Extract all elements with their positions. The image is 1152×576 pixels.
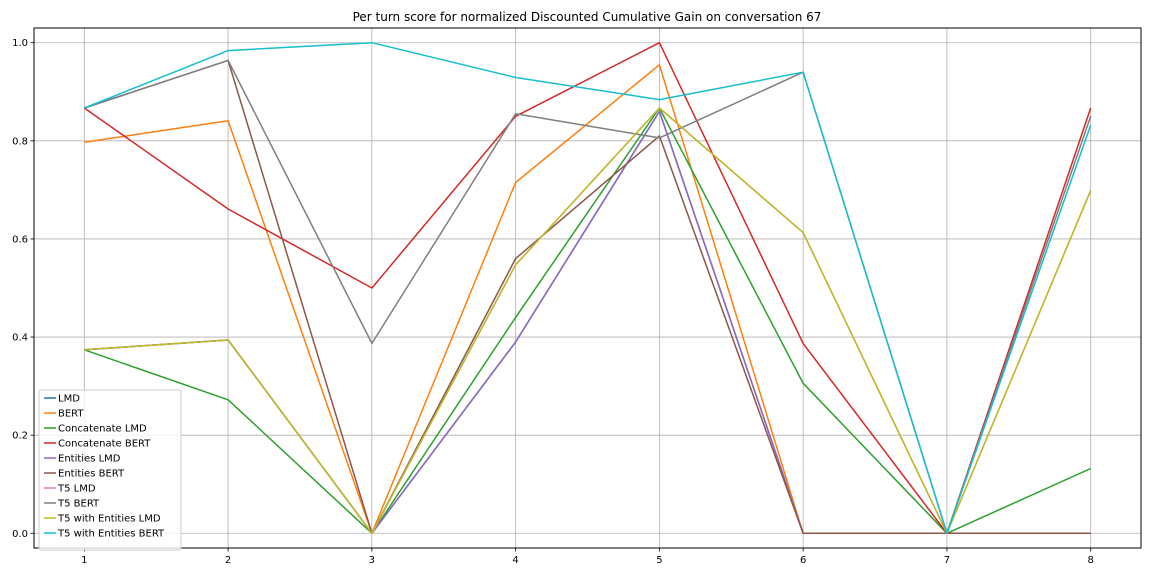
x-tick-label: 5	[656, 555, 662, 566]
y-tick-label: 0.4	[12, 333, 28, 344]
series-line-t5-lmd	[84, 107, 1092, 535]
series-line-lmd	[84, 110, 1091, 535]
series-line-bert	[84, 64, 1091, 535]
y-tick-label: 0.2	[12, 431, 28, 442]
series-line-t5-with-entities-lmd	[84, 107, 1092, 535]
legend-box	[38, 389, 182, 551]
y-tick-label: 0.6	[12, 234, 28, 245]
series-line-t5-with-entities-bert	[84, 41, 1092, 535]
legend-entry-bert: BERT	[58, 409, 84, 420]
legend-entry-t5-with-entities-bert: T5 with Entities BERT	[57, 529, 165, 540]
legend: LMD BERT Concatenate LMD Concatenate BERT En…	[38, 389, 182, 551]
series-line-concatenate-lmd	[84, 107, 1092, 535]
x-tick-label: 2	[225, 555, 231, 566]
series-line-concatenate-bert	[83, 41, 1092, 535]
x-tick-label: 1	[81, 555, 87, 566]
y-tick-label: 1.0	[12, 38, 28, 49]
axis-ticks: 1 2 3 4 5 6 7 8 0.0 0.2 0.4 0.6 0.8 1.0	[12, 38, 1094, 566]
plot-area-frame	[33, 27, 1142, 549]
legend-entry-t5-lmd: T5 LMD	[57, 484, 96, 495]
x-tick-label: 8	[1087, 555, 1093, 566]
grid	[34, 28, 1141, 548]
legend-entry-t5-bert: T5 BERT	[57, 499, 100, 510]
legend-entry-t5-with-entities-lmd: T5 with Entities LMD	[57, 514, 161, 525]
series-line-t5-bert	[84, 59, 1092, 535]
y-tick-label: 0.0	[12, 529, 28, 540]
x-tick-label: 3	[369, 555, 375, 566]
y-tick-label: 0.8	[12, 136, 28, 147]
series-line-entities-bert	[84, 59, 1091, 535]
legend-entry-entities-bert: Entities BERT	[58, 469, 125, 480]
legend-entry-entities-lmd: Entities LMD	[58, 454, 121, 465]
legend-entry-lmd: LMD	[58, 394, 80, 405]
x-tick-label: 4	[512, 555, 518, 566]
series-lines	[83, 41, 1092, 535]
x-tick-label: 6	[800, 555, 806, 566]
chart-title: Per turn score for normalized Discounted…	[353, 10, 822, 24]
legend-entry-concatenate-lmd: Concatenate LMD	[58, 424, 147, 435]
x-tick-label: 7	[944, 555, 950, 566]
legend-entry-concatenate-bert: Concatenate BERT	[58, 439, 151, 450]
series-line-entities-lmd	[84, 110, 1091, 535]
